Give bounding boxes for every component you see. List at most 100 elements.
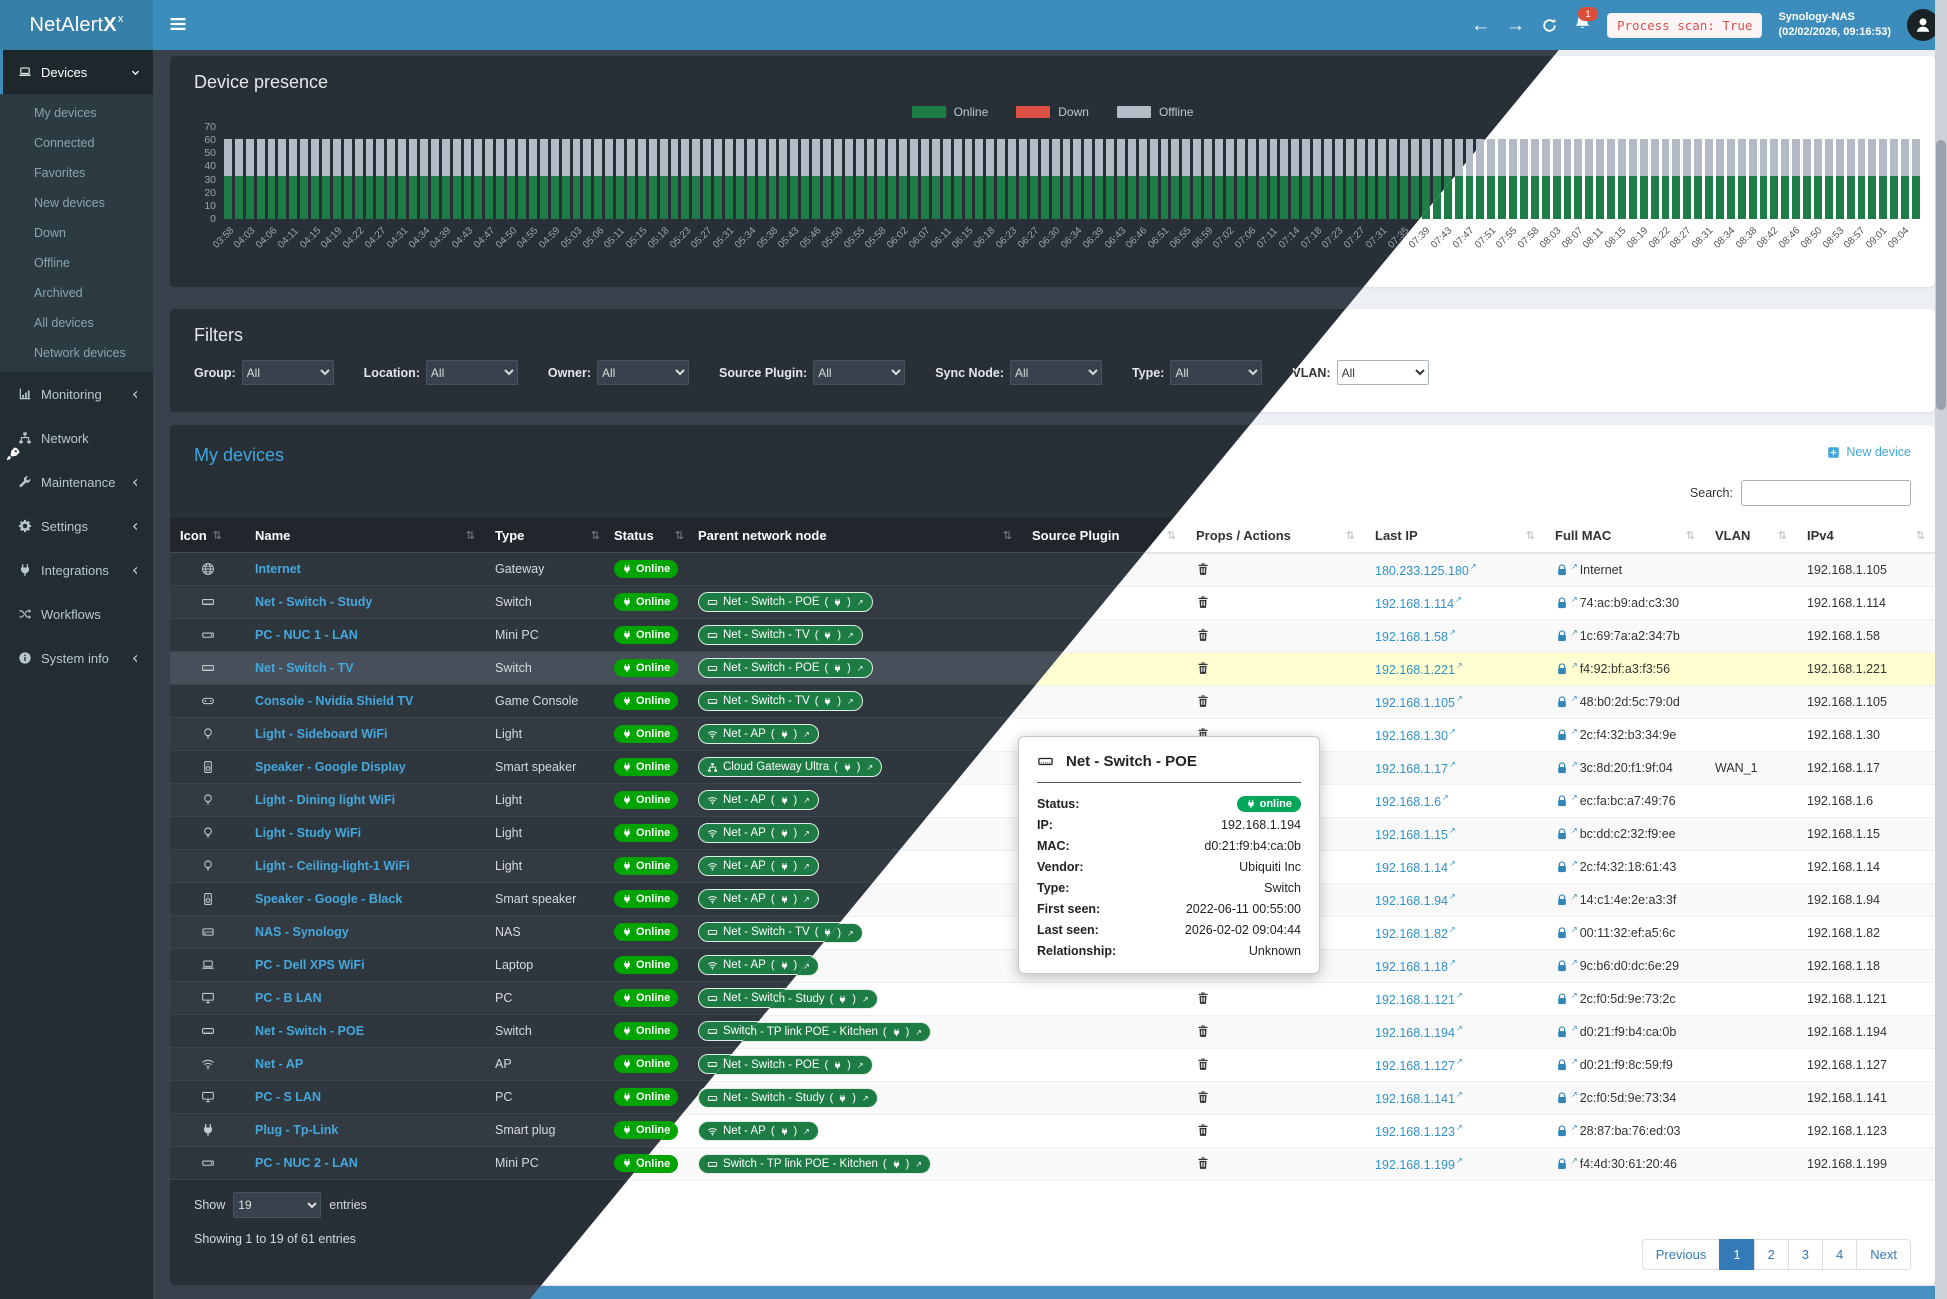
filter-select-group[interactable]: All — [241, 360, 334, 385]
last-ip-link[interactable]: 192.168.1.114↗ — [1375, 595, 1462, 611]
last-ip-link[interactable]: 192.168.1.58↗ — [1375, 628, 1456, 644]
sort-icon[interactable]: ⇅ — [1166, 529, 1176, 542]
sidebar-item-network[interactable]: Network — [0, 416, 153, 460]
sort-icon[interactable]: ⇅ — [1002, 529, 1012, 542]
refresh-icon[interactable] — [1541, 17, 1558, 34]
delete-device-button[interactable] — [1196, 661, 1210, 678]
back-arrow-icon[interactable]: ← — [1471, 14, 1490, 36]
column-header-parent-network-node[interactable]: Parent network node⇅ — [698, 527, 1012, 543]
filter-select-location[interactable]: All — [425, 360, 518, 385]
sort-icon[interactable]: ⇅ — [1915, 529, 1925, 542]
filter-select-type[interactable]: All — [1170, 360, 1263, 385]
sort-icon[interactable]: ⇅ — [1777, 529, 1787, 542]
last-ip-link[interactable]: 180.233.125.180↗ — [1375, 562, 1477, 578]
last-ip-link[interactable]: 192.168.1.127↗ — [1375, 1057, 1463, 1073]
last-ip-link[interactable]: 192.168.1.30↗ — [1375, 727, 1456, 743]
device-name-link[interactable]: Net - AP — [255, 1057, 304, 1071]
sort-icon[interactable]: ⇅ — [1345, 529, 1355, 542]
last-ip-link[interactable]: 192.168.1.105↗ — [1375, 694, 1463, 710]
last-ip-link[interactable]: 192.168.1.121↗ — [1375, 991, 1463, 1007]
sidebar-item-system-info[interactable]: System info — [0, 636, 153, 680]
last-ip-link[interactable]: 192.168.1.194↗ — [1375, 1024, 1463, 1040]
parent-node-pill[interactable]: Net - Switch - TV()↗ — [698, 625, 863, 645]
sidebar-item-monitoring[interactable]: Monitoring — [0, 372, 153, 416]
parent-node-pill[interactable]: Net - AP()↗ — [698, 823, 819, 843]
delete-device-button[interactable] — [1196, 595, 1210, 612]
device-name-link[interactable]: Speaker - Google - Black — [255, 892, 403, 906]
search-input[interactable] — [1741, 480, 1911, 506]
filter-select-sync-node[interactable]: All — [1009, 360, 1102, 385]
page-1[interactable]: 1 — [1719, 1239, 1755, 1270]
sort-icon[interactable]: ⇅ — [212, 529, 222, 542]
device-name-link[interactable]: PC - NUC 2 - LAN — [255, 1156, 358, 1170]
sort-icon[interactable]: ⇅ — [1685, 529, 1695, 542]
sidebar-item-devices[interactable]: Devices — [0, 50, 153, 94]
device-name-link[interactable]: PC - B LAN — [255, 991, 322, 1005]
parent-node-pill[interactable]: Net - AP()↗ — [698, 856, 819, 876]
parent-node-pill[interactable]: Net - AP()↗ — [698, 955, 819, 975]
filter-select-source-plugin[interactable]: All — [813, 360, 906, 385]
last-ip-link[interactable]: 192.168.1.15↗ — [1375, 826, 1456, 842]
sidebar-item-maintenance[interactable]: Maintenance — [0, 460, 153, 504]
sidebar-subitem-my-devices[interactable]: My devices — [34, 106, 97, 120]
table-row-net-ap[interactable]: Net - APAPOnlineNet - Switch - POE()↗192… — [530, 1049, 1935, 1082]
last-ip-link[interactable]: 192.168.1.14↗ — [1375, 859, 1456, 875]
sidebar-subitem-network-devices[interactable]: Network devices — [34, 346, 126, 360]
page-scrollbar[interactable] — [1935, 0, 1947, 1299]
delete-device-button[interactable] — [1196, 562, 1210, 579]
delete-device-button[interactable] — [1196, 1090, 1210, 1107]
avatar[interactable] — [1907, 9, 1939, 41]
sort-icon[interactable]: ⇅ — [465, 529, 475, 542]
last-ip-link[interactable]: 192.168.1.141↗ — [1375, 1090, 1463, 1106]
last-ip-link[interactable]: 192.168.1.221↗ — [1375, 661, 1463, 677]
parent-node-pill[interactable]: Net - Switch - TV()↗ — [698, 922, 863, 942]
last-ip-link[interactable]: 192.168.1.18↗ — [1375, 958, 1456, 974]
filter-select-owner[interactable]: All — [596, 360, 689, 385]
delete-device-button[interactable] — [1196, 1156, 1210, 1173]
device-name-link[interactable]: NAS - Synology — [255, 925, 349, 939]
parent-node-pill[interactable]: Net - Switch - Study()↗ — [698, 1088, 878, 1108]
sidebar-subitem-new-devices[interactable]: New devices — [34, 196, 105, 210]
filter-select-vlan[interactable]: All — [1336, 360, 1429, 385]
hamburger-icon[interactable] — [168, 14, 188, 34]
device-name-link[interactable]: PC - Dell XPS WiFi — [255, 958, 365, 972]
page-3[interactable]: 3 — [1787, 1239, 1824, 1270]
last-ip-link[interactable]: 192.168.1.94↗ — [1375, 892, 1456, 908]
device-name-link[interactable]: PC - NUC 1 - LAN — [255, 628, 358, 642]
sidebar-subitem-connected[interactable]: Connected — [34, 136, 95, 150]
sort-icon[interactable]: ⇅ — [1525, 529, 1535, 542]
device-name-link[interactable]: Net - Switch - TV — [255, 661, 354, 675]
last-ip-link[interactable]: 192.168.1.17↗ — [1375, 760, 1456, 776]
sidebar-subitem-offline[interactable]: Offline — [34, 256, 70, 270]
sidebar-item-integrations[interactable]: Integrations — [0, 548, 153, 592]
parent-node-pill[interactable]: Net - Switch - POE()↗ — [698, 1055, 873, 1075]
sidebar-item-workflows[interactable]: Workflows — [0, 592, 153, 636]
parent-node-pill[interactable]: Net - AP()↗ — [698, 1121, 819, 1141]
last-ip-link[interactable]: 192.168.1.6↗ — [1375, 793, 1449, 809]
column-header-name[interactable]: Name⇅ — [255, 527, 475, 543]
device-name-link[interactable]: Light - Ceiling-light-1 WiFi — [255, 859, 410, 873]
new-device-button[interactable]: New device — [1827, 445, 1911, 459]
device-name-link[interactable]: Speaker - Google Display — [255, 760, 406, 774]
parent-node-pill[interactable]: Net - AP()↗ — [698, 724, 819, 744]
sidebar-item-settings[interactable]: Settings — [0, 504, 153, 548]
delete-device-button[interactable] — [1196, 694, 1210, 711]
device-name-link[interactable]: Internet — [255, 562, 301, 576]
sidebar-subitem-all-devices[interactable]: All devices — [34, 316, 94, 330]
sort-icon[interactable]: ⇅ — [590, 529, 600, 542]
last-ip-link[interactable]: 192.168.1.199↗ — [1375, 1156, 1463, 1172]
column-header-full-mac[interactable]: Full MAC⇅ — [1555, 527, 1695, 543]
device-name-link[interactable]: PC - S LAN — [255, 1090, 321, 1104]
delete-device-button[interactable] — [1196, 1057, 1210, 1074]
parent-node-pill[interactable]: Net - AP()↗ — [698, 790, 819, 810]
parent-node-pill[interactable]: Net - AP()↗ — [698, 889, 819, 909]
column-header-status[interactable]: Status⇅ — [614, 527, 684, 543]
parent-node-pill[interactable]: Net - Switch - POE()↗ — [698, 658, 873, 678]
device-name-link[interactable]: Light - Dining light WiFi — [255, 793, 396, 807]
device-name-link[interactable]: Light - Sideboard WiFi — [255, 727, 388, 741]
device-name-link[interactable]: Light - Study WiFi — [255, 826, 362, 840]
show-entries-select[interactable]: 19 — [233, 1192, 322, 1218]
